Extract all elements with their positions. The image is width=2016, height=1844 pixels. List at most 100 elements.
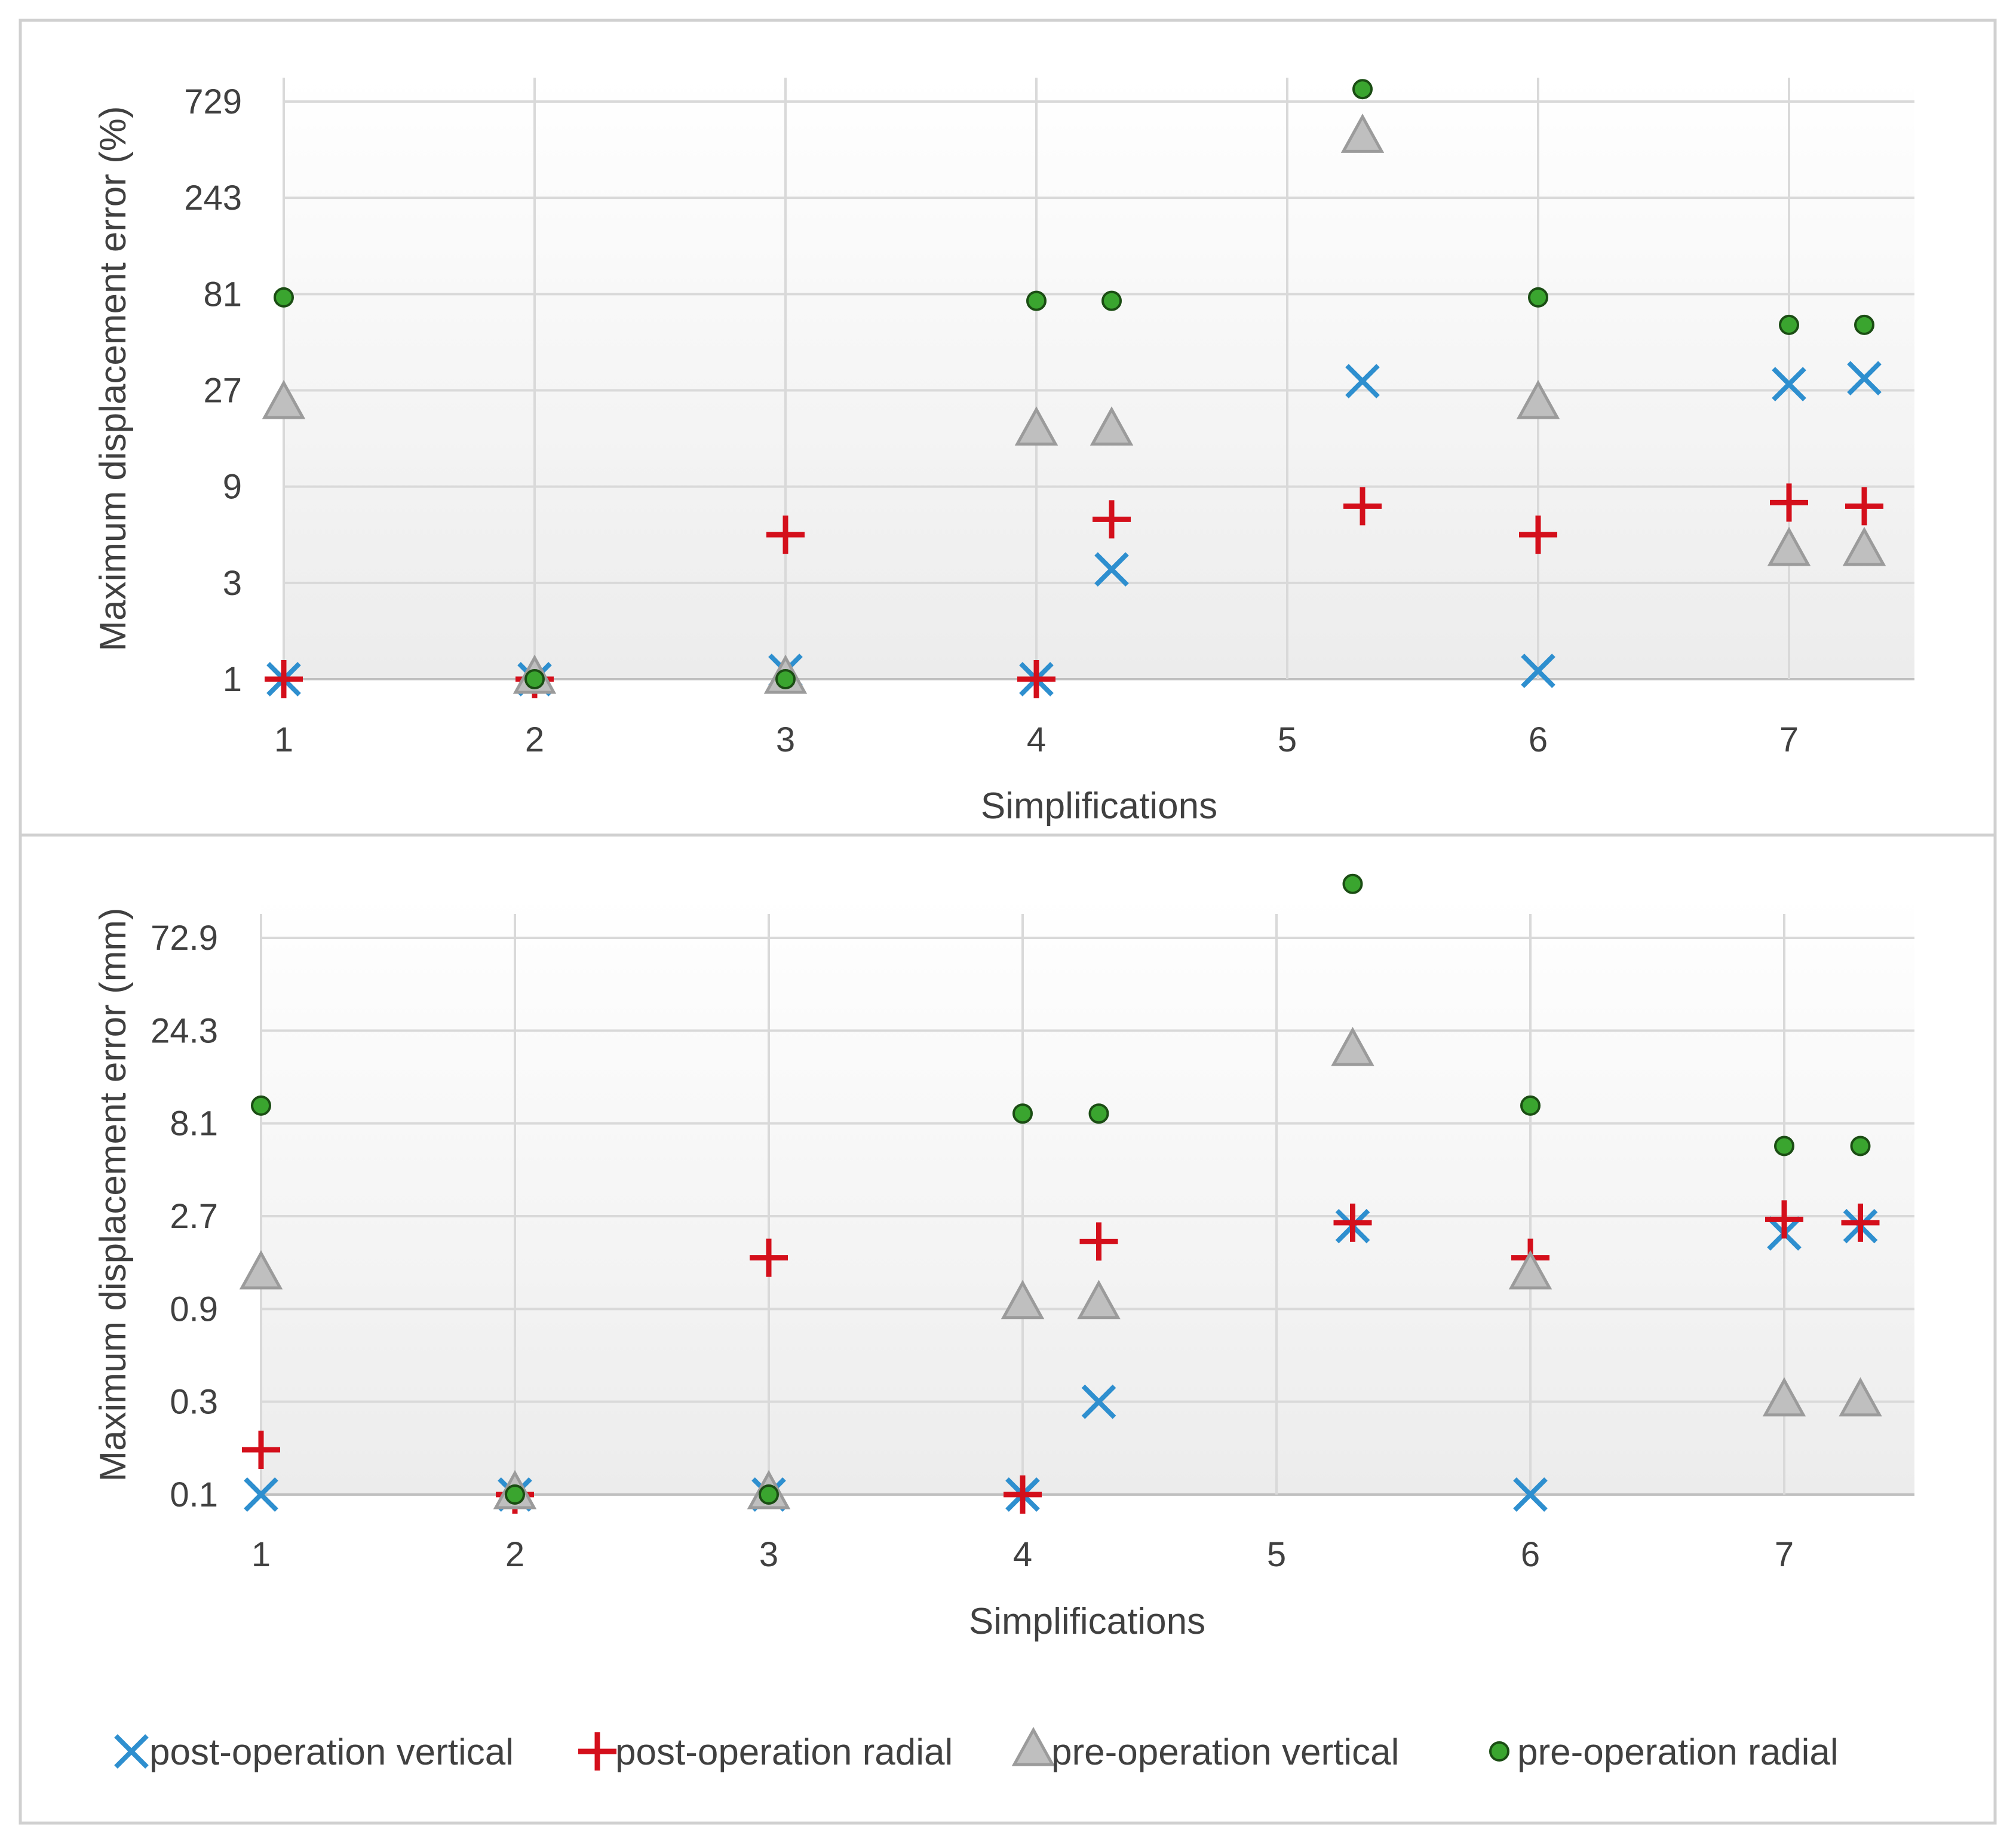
data-points-mm (239, 873, 1882, 1514)
point-cross-mm (1765, 1200, 1803, 1239)
x-ticks-mm: 1 2 3 4 5 6 7 (251, 1535, 1794, 1574)
point-x-mm (1081, 1384, 1116, 1419)
x-ticks-percent: 1 2 3 4 5 6 7 (274, 720, 1799, 759)
point-circle-percent (1528, 287, 1548, 308)
point-circle-percent (1779, 314, 1799, 335)
point-x-percent (1847, 361, 1882, 396)
point-cross-percent (1343, 487, 1382, 526)
point-circle-mm (1012, 1103, 1033, 1124)
point-triangle-percent (1340, 113, 1385, 153)
y-tick-label: 81 (203, 275, 242, 314)
x-tick-label: 3 (759, 1535, 778, 1574)
point-x-percent (1521, 653, 1555, 688)
x-tick-label: 4 (1013, 1535, 1032, 1574)
point-circle-percent (1026, 290, 1047, 311)
chart-mm: 0.1 0.3 0.9 2.7 8.1 24.3 72.9 1 2 3 4 5 6 7 Simplifi… (93, 873, 1914, 1642)
x-tick-label: 2 (525, 720, 544, 759)
x-tick-label: 6 (1521, 1535, 1540, 1574)
point-circle-percent (775, 669, 796, 689)
point-cross-percent (1093, 500, 1131, 539)
point-circle-percent (1854, 314, 1874, 335)
x-tick-label: 1 (251, 1535, 271, 1574)
y-tick-label: 24.3 (151, 1011, 218, 1050)
point-triangle-mm (1001, 1280, 1045, 1320)
point-cross-percent (766, 516, 805, 554)
point-triangle-percent (1014, 406, 1058, 446)
x-tick-label: 5 (1267, 1535, 1286, 1574)
x-tick-label: 7 (1779, 720, 1799, 759)
point-triangle-percent (1516, 379, 1560, 419)
legend-marker-x (114, 1734, 149, 1769)
y-tick-label: 243 (184, 179, 242, 217)
x-tick-label: 4 (1027, 720, 1046, 759)
point-circle-percent (274, 287, 294, 308)
point-circle-mm (505, 1484, 525, 1505)
legend: post-operation vertical post-operation ra… (114, 1726, 1839, 1773)
y-tick-label: 0.3 (170, 1383, 218, 1422)
point-triangle-mm (1077, 1280, 1121, 1320)
point-triangle-mm (1508, 1250, 1552, 1290)
plot-area-mm (261, 896, 1914, 1495)
point-circle-mm (1774, 1136, 1794, 1156)
legend-item: post-operation vertical (114, 1732, 514, 1773)
point-triangle-percent (1842, 526, 1886, 566)
chart-percent: 1 3 9 27 81 243 729 1 2 3 4 5 6 7 Simplifications Ma… (93, 78, 1914, 827)
point-circle-percent (524, 669, 545, 689)
point-x-mm (244, 1477, 278, 1512)
legend-marker-triangle (1011, 1726, 1055, 1766)
point-circle-percent (1101, 290, 1122, 311)
legend-item: pre-operation radial (1489, 1732, 1839, 1773)
legend-label: pre-operation radial (1517, 1732, 1839, 1773)
x-tick-label: 5 (1278, 720, 1297, 759)
gridlines-mm (260, 914, 1914, 1496)
point-cross-percent (1017, 660, 1055, 698)
x-axis-title-mm: Simplifications (969, 1601, 1205, 1642)
point-triangle-mm (1839, 1377, 1882, 1417)
point-circle-percent (1352, 79, 1373, 100)
y-tick-label: 0.9 (170, 1290, 218, 1328)
point-triangle-mm (1762, 1377, 1806, 1417)
point-cross-percent (1519, 516, 1557, 554)
point-x-percent (1094, 552, 1129, 587)
y-tick-label: 729 (184, 82, 242, 121)
point-circle-mm (1520, 1095, 1541, 1116)
legend-marker-plus (578, 1732, 616, 1771)
legend-item: pre-operation vertical (1011, 1726, 1399, 1773)
y-ticks-mm: 0.1 0.3 0.9 2.7 8.1 24.3 72.9 (151, 919, 218, 1514)
x-tick-label: 2 (505, 1535, 524, 1574)
point-circle-mm (1342, 873, 1363, 894)
y-tick-label: 72.9 (151, 919, 218, 958)
legend-item: post-operation radial (578, 1732, 953, 1773)
point-x-percent (1345, 364, 1380, 398)
point-cross-mm (1079, 1222, 1118, 1261)
point-cross-mm (242, 1430, 280, 1469)
y-tick-label: 3 (223, 564, 242, 603)
point-triangle-percent (262, 379, 306, 419)
point-cross-mm (1004, 1475, 1042, 1514)
plot-area-percent (284, 78, 1914, 680)
point-cross-percent (265, 660, 303, 698)
legend-label: pre-operation vertical (1051, 1732, 1399, 1773)
point-triangle-percent (1767, 526, 1811, 566)
x-tick-label: 7 (1775, 1535, 1794, 1574)
point-circle-mm (251, 1095, 271, 1116)
x-axis-title-percent: Simplifications (981, 786, 1217, 827)
x-tick-label: 3 (776, 720, 795, 759)
point-cross-mm (750, 1238, 788, 1277)
y-tick-label: 27 (203, 372, 242, 410)
y-tick-label: 9 (223, 468, 242, 507)
point-cross-mm (1841, 1203, 1880, 1242)
y-tick-label: 0.1 (170, 1475, 218, 1514)
point-circle-mm (759, 1484, 779, 1505)
data-points-percent (262, 79, 1886, 698)
legend-label: post-operation vertical (149, 1732, 514, 1773)
point-triangle-percent (1090, 406, 1134, 446)
point-cross-percent (1770, 483, 1808, 522)
y-axis-title-percent: Maximum displacement error (%) (93, 106, 134, 652)
x-tick-label: 6 (1529, 720, 1548, 759)
legend-label: post-operation radial (615, 1732, 953, 1773)
point-circle-mm (1850, 1136, 1871, 1156)
y-tick-label: 8.1 (170, 1104, 218, 1143)
y-tick-label: 1 (223, 660, 242, 699)
